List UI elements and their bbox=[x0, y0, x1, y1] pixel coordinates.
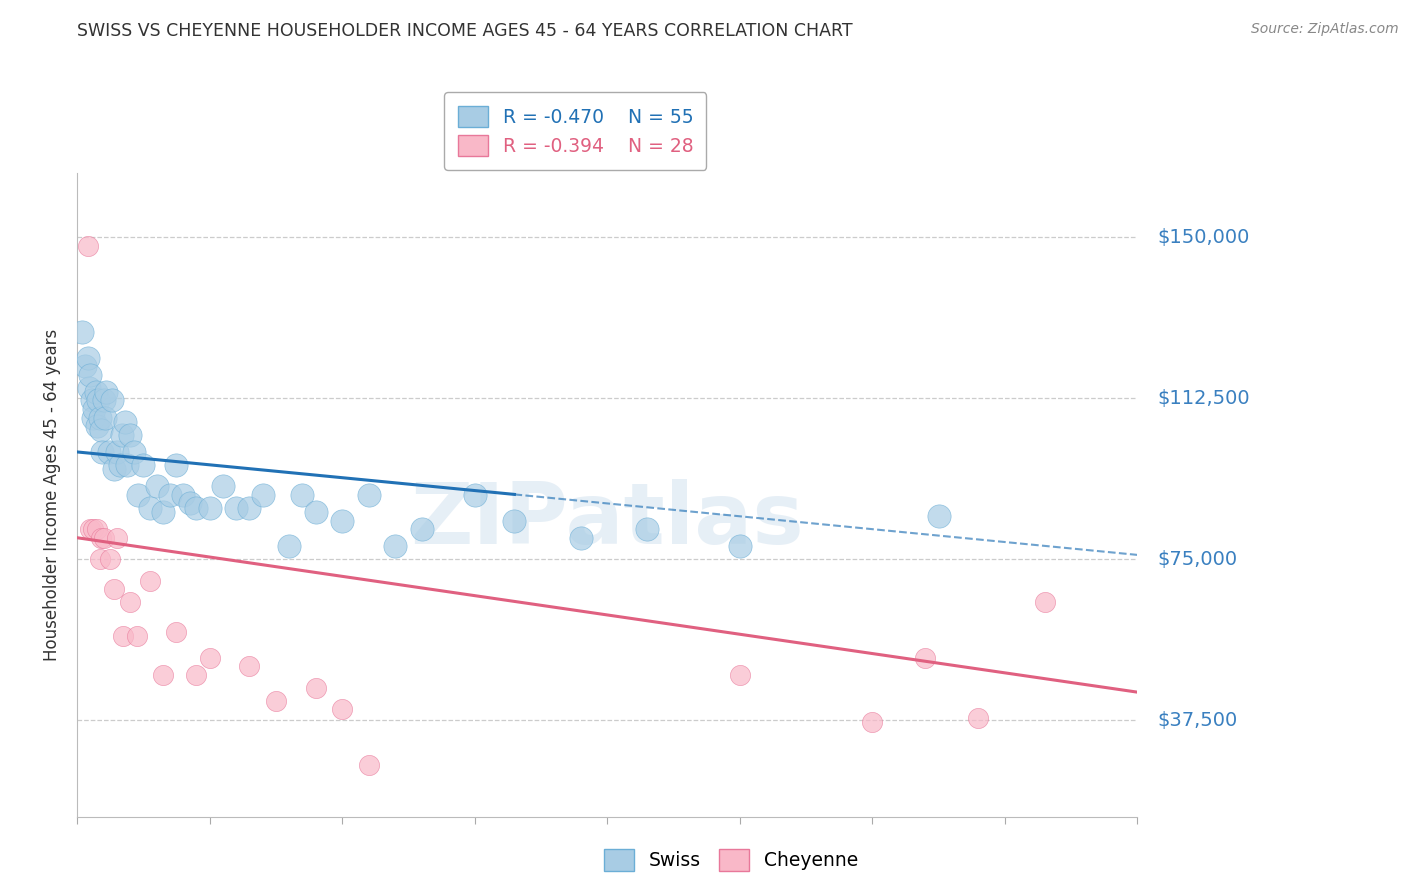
Point bbox=[97, 445, 120, 459]
Point bbox=[82, 410, 104, 425]
Point bbox=[112, 629, 135, 643]
Point bbox=[79, 522, 101, 536]
Point bbox=[1033, 595, 1056, 609]
Point bbox=[122, 445, 145, 459]
Point bbox=[89, 410, 111, 425]
Point bbox=[967, 711, 990, 725]
Point bbox=[464, 488, 486, 502]
Point bbox=[77, 381, 100, 395]
Point bbox=[73, 359, 96, 373]
Point bbox=[159, 488, 181, 502]
Point bbox=[132, 458, 155, 472]
Point bbox=[108, 458, 131, 472]
Point bbox=[139, 574, 162, 588]
Point bbox=[120, 595, 142, 609]
Point bbox=[84, 384, 107, 399]
Point bbox=[105, 445, 128, 459]
Point bbox=[166, 458, 188, 472]
Point bbox=[636, 522, 658, 536]
Point bbox=[172, 488, 194, 502]
Point bbox=[72, 325, 94, 339]
Point bbox=[86, 522, 108, 536]
Point bbox=[252, 488, 274, 502]
Point bbox=[928, 509, 950, 524]
Point bbox=[503, 514, 526, 528]
Point bbox=[152, 668, 174, 682]
Point bbox=[212, 479, 235, 493]
Point bbox=[111, 427, 134, 442]
Point bbox=[105, 531, 128, 545]
Point bbox=[145, 479, 167, 493]
Point bbox=[79, 368, 101, 382]
Point bbox=[127, 488, 149, 502]
Point bbox=[728, 668, 751, 682]
Point bbox=[305, 505, 328, 519]
Point bbox=[238, 659, 260, 673]
Point bbox=[87, 393, 110, 408]
Text: $75,000: $75,000 bbox=[1157, 549, 1237, 569]
Point bbox=[278, 539, 301, 553]
Point bbox=[238, 500, 260, 515]
Point bbox=[98, 552, 121, 566]
Point bbox=[76, 239, 98, 253]
Point bbox=[83, 402, 105, 417]
Text: $150,000: $150,000 bbox=[1157, 228, 1250, 247]
Point bbox=[914, 650, 936, 665]
Point bbox=[93, 531, 115, 545]
Point bbox=[82, 522, 104, 536]
Text: Source: ZipAtlas.com: Source: ZipAtlas.com bbox=[1251, 22, 1399, 37]
Point bbox=[411, 522, 433, 536]
Point bbox=[76, 351, 98, 365]
Text: ZIPatlas: ZIPatlas bbox=[411, 479, 804, 562]
Point bbox=[186, 500, 208, 515]
Point bbox=[120, 427, 142, 442]
Point bbox=[225, 500, 247, 515]
Point bbox=[139, 500, 162, 515]
Legend: Swiss, Cheyenne: Swiss, Cheyenne bbox=[596, 841, 866, 878]
Point bbox=[117, 458, 139, 472]
Point bbox=[100, 393, 122, 408]
Point bbox=[264, 694, 287, 708]
Point bbox=[94, 410, 117, 425]
Point bbox=[860, 715, 883, 730]
Point bbox=[93, 393, 115, 408]
Point bbox=[96, 384, 118, 399]
Point bbox=[114, 415, 136, 429]
Legend: R = -0.470    N = 55, R = -0.394    N = 28: R = -0.470 N = 55, R = -0.394 N = 28 bbox=[444, 93, 706, 169]
Point bbox=[166, 625, 188, 640]
Point bbox=[305, 681, 328, 695]
Point bbox=[357, 758, 380, 772]
Text: $112,500: $112,500 bbox=[1157, 389, 1250, 408]
Point bbox=[103, 582, 125, 597]
Point bbox=[330, 514, 353, 528]
Point bbox=[89, 552, 111, 566]
Point bbox=[125, 629, 148, 643]
Point bbox=[186, 668, 208, 682]
Point bbox=[91, 445, 114, 459]
Point bbox=[103, 462, 125, 476]
Y-axis label: Householder Income Ages 45 - 64 years: Householder Income Ages 45 - 64 years bbox=[44, 329, 60, 661]
Point bbox=[384, 539, 406, 553]
Point bbox=[90, 531, 112, 545]
Point bbox=[330, 702, 353, 716]
Text: $37,500: $37,500 bbox=[1157, 711, 1237, 730]
Point bbox=[198, 650, 221, 665]
Point bbox=[728, 539, 751, 553]
Point bbox=[291, 488, 314, 502]
Point bbox=[90, 424, 112, 438]
Text: SWISS VS CHEYENNE HOUSEHOLDER INCOME AGES 45 - 64 YEARS CORRELATION CHART: SWISS VS CHEYENNE HOUSEHOLDER INCOME AGE… bbox=[77, 22, 853, 40]
Point bbox=[569, 531, 592, 545]
Point bbox=[357, 488, 380, 502]
Point bbox=[152, 505, 174, 519]
Point bbox=[179, 496, 201, 510]
Point bbox=[80, 393, 103, 408]
Point bbox=[198, 500, 221, 515]
Point bbox=[86, 419, 108, 434]
